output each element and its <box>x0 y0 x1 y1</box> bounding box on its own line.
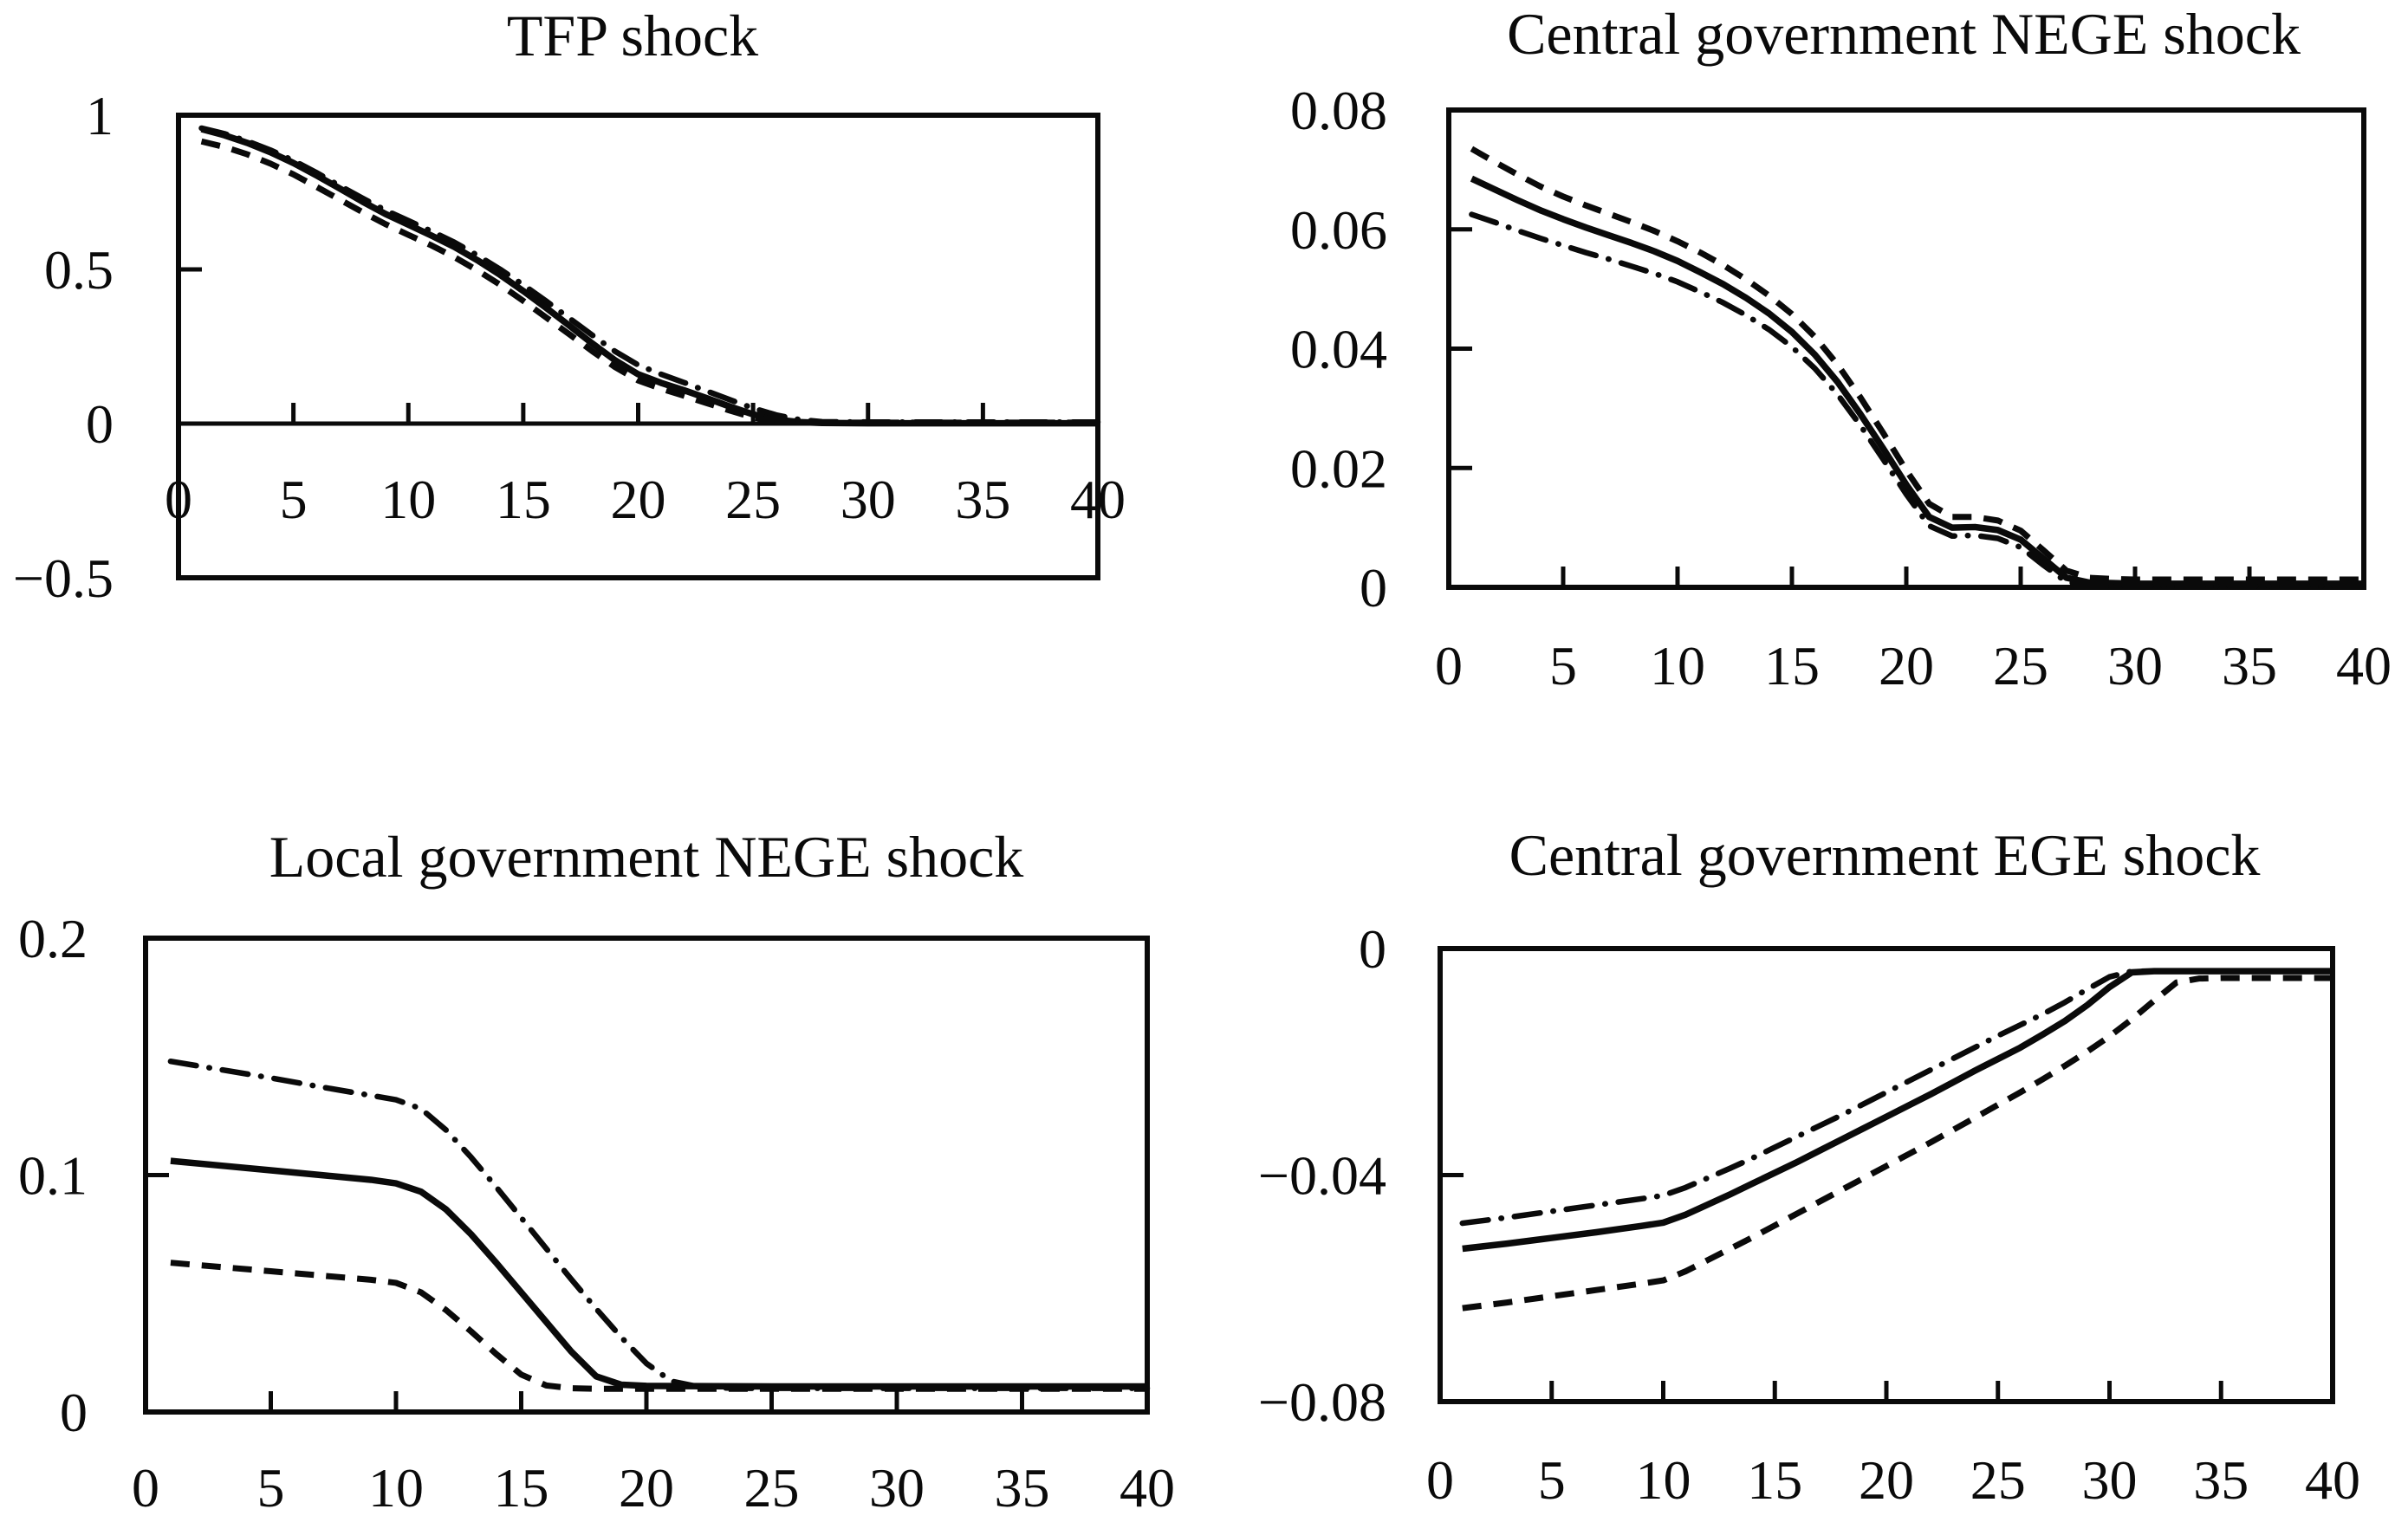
plot-frame <box>176 113 1100 580</box>
x-tick-label: 10 <box>380 469 436 530</box>
x-axis-labels: 0 5 10 15 20 25 30 35 40 <box>1435 635 2392 696</box>
chart-title: Central government NEGE shock <box>1507 1 2301 67</box>
x-tick-label: 5 <box>1538 1449 1566 1511</box>
series-line-dashed <box>200 138 1098 426</box>
y-tick-label: 0.2 <box>18 908 88 969</box>
plot-frame <box>1446 107 2366 590</box>
series-line-dashed <box>1470 146 2364 583</box>
x-tick-label: 5 <box>280 469 308 530</box>
x-tick-label: 0 <box>132 1457 159 1519</box>
y-tick-label: 1 <box>86 85 114 146</box>
x-axis-labels: 0 5 10 15 20 25 30 35 40 <box>165 469 1126 530</box>
chart-tfp-shock: TFP shock 0 5 10 15 20 25 30 35 40 1 0.5 0 −0.5 <box>0 0 1213 762</box>
series-line-dash-dot <box>198 125 1101 425</box>
series-line-dash-dot <box>1459 968 2336 1227</box>
y-axis-labels: 1 0.5 0 −0.5 <box>13 85 114 609</box>
y-tick-label: 0.06 <box>1290 199 1387 261</box>
x-tick-label: 30 <box>869 1457 925 1519</box>
x-tick-label: 25 <box>744 1457 800 1519</box>
y-tick-label: 0 <box>1359 918 1386 980</box>
y-tick-label: 0 <box>1360 557 1387 619</box>
x-tick-label: 35 <box>955 469 1010 530</box>
x-tick-label: 15 <box>494 1457 549 1519</box>
y-tick-label: −0.04 <box>1258 1145 1386 1207</box>
y-tick-label: −0.08 <box>1258 1371 1386 1433</box>
y-tick-label: 0.04 <box>1290 319 1387 380</box>
x-tick-label: 15 <box>1747 1449 1802 1511</box>
chart-central-government-ege-shock: Central government EGE shock 0 5 10 15 20 25 3… <box>1213 762 2408 1522</box>
x-axis-labels: 0 5 10 15 20 25 30 35 40 <box>132 1457 1175 1519</box>
y-axis-labels: 0.2 0.1 0 <box>18 908 88 1443</box>
series-line-solid <box>200 126 1098 427</box>
x-tick-label: 5 <box>1549 635 1577 696</box>
x-axis-ticks <box>269 1391 1024 1412</box>
x-tick-label: 40 <box>1070 469 1126 530</box>
x-tick-label: 20 <box>611 469 666 530</box>
x-tick-label: 15 <box>496 469 551 530</box>
x-tick-label: 30 <box>2107 635 2163 696</box>
series-line-dashed <box>1462 975 2333 1312</box>
central-government-ege-shock-plot: Central government EGE shock 0 5 10 15 20 25 3… <box>1258 822 2360 1511</box>
plot-area: 0 5 10 15 20 25 30 35 40 0 −0.04 −0.08 <box>1258 918 2360 1511</box>
y-tick-label: −0.5 <box>13 547 114 609</box>
x-tick-label: 40 <box>1120 1457 1175 1519</box>
x-tick-label: 30 <box>841 469 896 530</box>
series-line-solid <box>1470 175 2364 587</box>
x-tick-label: 10 <box>1636 1449 1691 1511</box>
x-tick-label: 40 <box>2305 1449 2360 1511</box>
x-tick-label: 40 <box>2336 635 2392 696</box>
y-axis-labels: 0.08 0.06 0.04 0.02 0 <box>1290 80 1387 619</box>
x-tick-label: 20 <box>1879 635 1934 696</box>
y-tick-label: 0.1 <box>18 1145 88 1207</box>
series-line-dash-dot <box>1469 211 2367 589</box>
x-tick-label: 15 <box>1764 635 1820 696</box>
x-tick-label: 5 <box>257 1457 285 1519</box>
y-tick-label: 0.02 <box>1290 437 1387 499</box>
x-tick-label: 25 <box>1970 1449 2026 1511</box>
y-axis-labels: 0 −0.04 −0.08 <box>1258 918 1386 1433</box>
x-tick-label: 25 <box>725 469 781 530</box>
series-line-solid <box>170 1157 1147 1390</box>
x-tick-label: 0 <box>165 469 192 530</box>
chart-local-government-nege-shock: Local government NEGE shock 0 5 10 15 20 25 30… <box>0 762 1213 1522</box>
plot-frame <box>1438 946 2335 1404</box>
series-line-dashed <box>170 1260 1147 1392</box>
series-line-dash-dot <box>167 1058 1151 1391</box>
x-tick-label: 35 <box>2193 1449 2249 1511</box>
plot-area: 0 5 10 15 20 25 30 35 40 0.2 0.1 0 <box>18 908 1175 1519</box>
x-axis-labels: 0 5 10 15 20 25 30 35 40 <box>1426 1449 2360 1511</box>
series-line-solid <box>1462 968 2333 1253</box>
plot-area: 0 5 10 15 20 25 30 35 40 1 0.5 0 −0.5 <box>13 85 1126 609</box>
x-tick-label: 25 <box>1993 635 2048 696</box>
chart-title: Central government EGE shock <box>1509 822 2261 888</box>
x-tick-label: 35 <box>995 1457 1050 1519</box>
x-tick-label: 20 <box>1859 1449 1914 1511</box>
y-tick-label: 0.5 <box>44 239 114 301</box>
chart-title: TFP shock <box>507 3 758 68</box>
x-tick-label: 30 <box>2082 1449 2138 1511</box>
x-tick-label: 10 <box>368 1457 424 1519</box>
plot-area: 0 5 10 15 20 25 30 35 40 0.08 0.06 0.04 0.02 0 <box>1290 80 2392 696</box>
x-tick-label: 0 <box>1426 1449 1454 1511</box>
x-tick-label: 10 <box>1650 635 1705 696</box>
y-tick-label: 0 <box>86 393 114 455</box>
x-tick-label: 0 <box>1435 635 1463 696</box>
x-axis-ticks <box>1549 1381 2223 1402</box>
y-tick-label: 0.08 <box>1290 80 1387 141</box>
x-tick-label: 20 <box>619 1457 674 1519</box>
tfp-shock-plot: TFP shock 0 5 10 15 20 25 30 35 40 1 0.5 0 −0.5 <box>13 3 1126 609</box>
y-tick-label: 0 <box>60 1382 88 1443</box>
y-axis-ticks <box>1449 227 1472 470</box>
x-tick-label: 35 <box>2222 635 2277 696</box>
chart-central-government-nege-shock: Central government NEGE shock 0 5 10 15 20 25… <box>1213 0 2408 762</box>
chart-title: Local government NEGE shock <box>269 824 1024 890</box>
local-government-nege-shock-plot: Local government NEGE shock 0 5 10 15 20 25 30… <box>18 824 1175 1519</box>
central-government-nege-shock-plot: Central government NEGE shock 0 5 10 15 20 25… <box>1290 1 2392 696</box>
